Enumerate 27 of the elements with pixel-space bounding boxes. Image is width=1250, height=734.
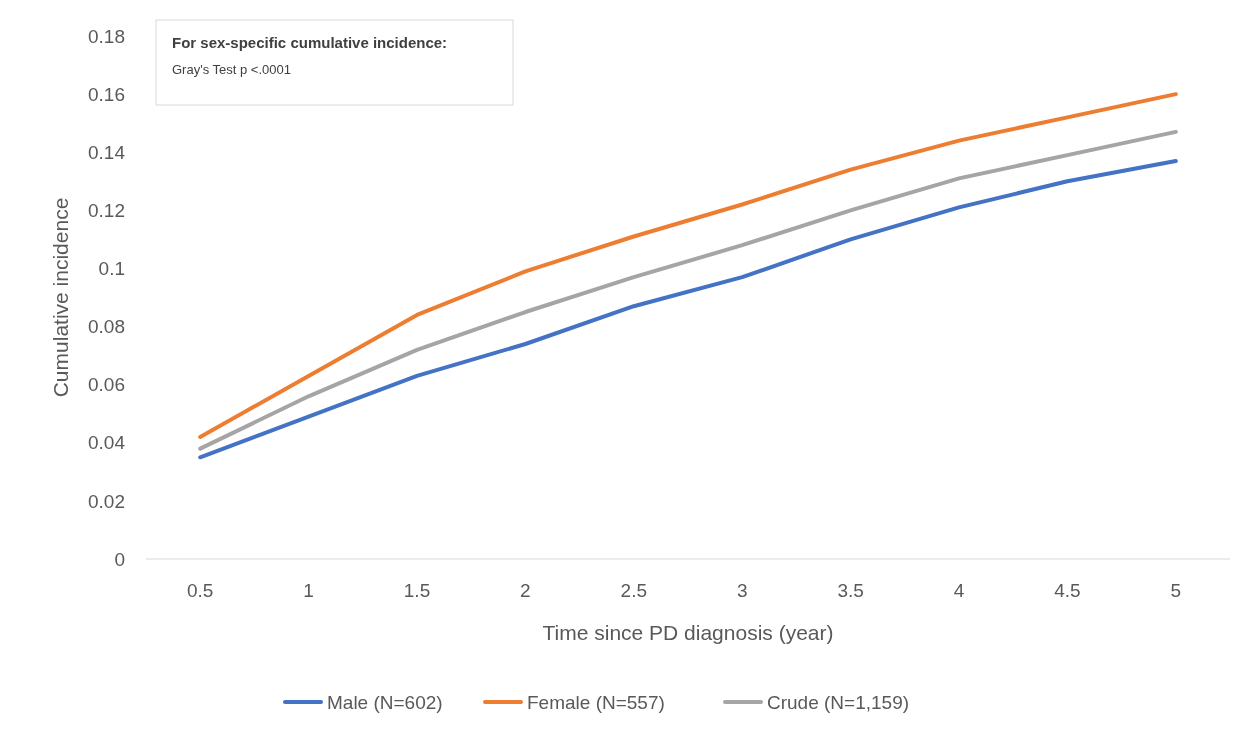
x-tick-label: 0.5 [186, 580, 214, 601]
y-tick-label: 0.1 [98, 258, 125, 280]
y-tick-label: 0.04 [88, 432, 126, 454]
x-axis-title: Time since PD diagnosis (year) [542, 621, 834, 644]
x-tick-label: 1.5 [403, 580, 431, 601]
annotation: For sex-specific cumulative incidence: [172, 34, 448, 51]
x-tick-label: 4 [953, 580, 965, 601]
x-tick-label: 5 [1170, 580, 1182, 601]
legend-label: Crude (N=1,159) [767, 691, 910, 713]
x-tick-label: 3 [736, 580, 748, 601]
x-tick-label: 3.5 [837, 580, 864, 601]
y-tick-label: 0.18 [88, 25, 125, 47]
y-tick-label: 0.02 [88, 490, 125, 512]
y-tick-label: 0.08 [88, 316, 125, 338]
annotation: Gray's Test p <.0001 [172, 62, 291, 77]
y-tick-label: 0 [114, 548, 125, 570]
y-tick-label: 0.14 [88, 141, 126, 163]
y-tick-label: 0.06 [88, 374, 125, 396]
x-tick-label: 2 [520, 580, 531, 601]
x-tick-label: 2.5 [620, 580, 648, 601]
y-tick-label: 0.12 [88, 199, 125, 221]
x-tick-label: 1 [303, 580, 314, 601]
legend-label: Female (N=557) [527, 691, 665, 713]
legend-label: Male (N=602) [327, 691, 443, 713]
y-tick-label: 0.16 [88, 83, 125, 105]
y-axis-title: Cumulative incidence [49, 197, 72, 398]
x-tick-label: 4.5 [1054, 580, 1081, 601]
